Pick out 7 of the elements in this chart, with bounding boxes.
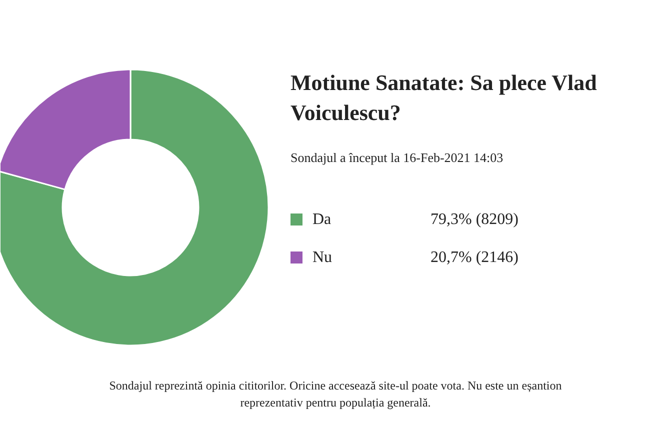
data-label: 20,7% (2146) <box>430 249 518 266</box>
legend-label: Da <box>312 211 332 228</box>
data-label: 79,3% (8209) <box>430 211 518 228</box>
text: Sondajul reprezintă opinia cititorilor. Oricine accesează site-ul poate vota. Nu este un eșantion reprezentativ pentru populația generală. <box>109 378 562 410</box>
text: Sondajul a început la 16-Feb-2021 14:03 <box>290 150 504 165</box>
text: Motiune Sanatate: Sa plece Vlad Voiculescu? <box>290 70 597 125</box>
legend-label: Nu <box>312 249 332 266</box>
